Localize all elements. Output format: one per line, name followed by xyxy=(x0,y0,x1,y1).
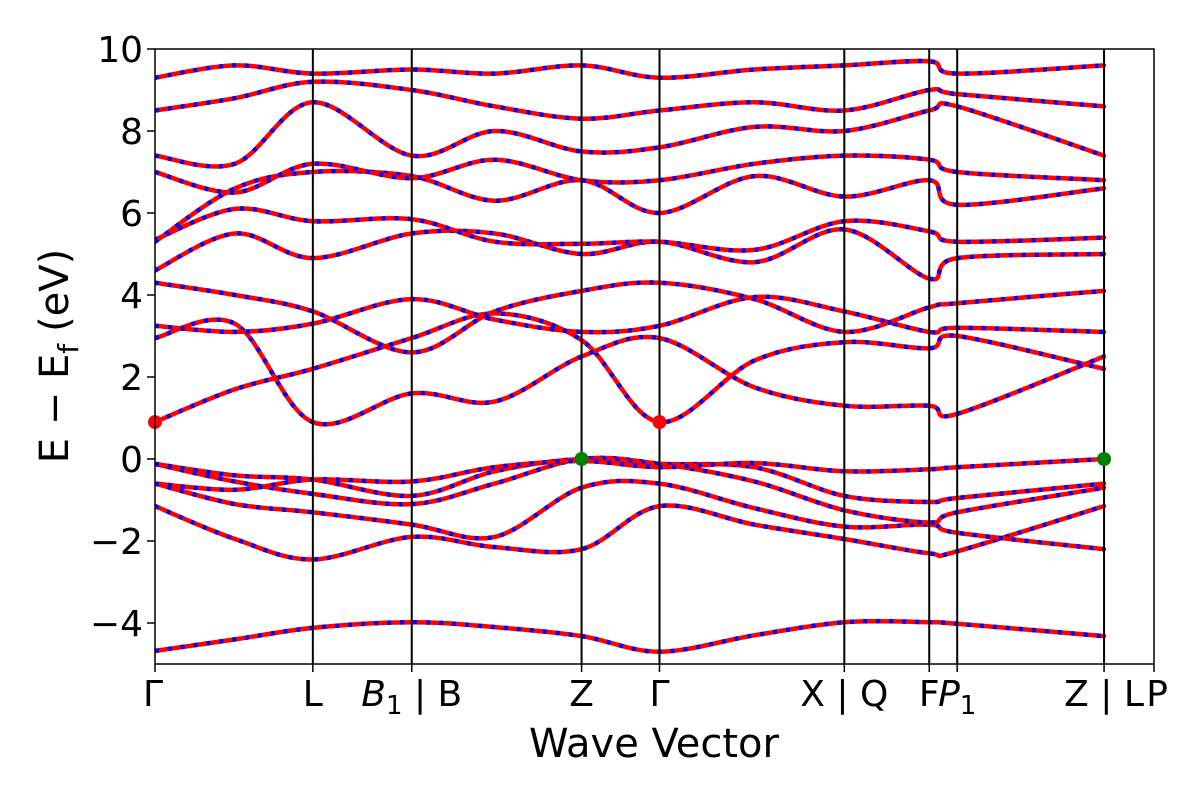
plot-frame xyxy=(154,48,1155,665)
band-overlay-7 xyxy=(155,317,1105,427)
x-tick-label-9: P xyxy=(1146,674,1168,715)
y-axis-title-main: E − E xyxy=(32,354,78,464)
high-symmetry-lines xyxy=(311,49,1106,664)
y-tick-label-3: 2 xyxy=(120,358,143,399)
band-overlay-13 xyxy=(155,153,1105,195)
vbm-marker-2 xyxy=(574,452,589,466)
x-tick-label-5: X | Q xyxy=(800,674,888,715)
y-tick-label-6: 8 xyxy=(120,112,143,153)
extrema-markers xyxy=(148,415,1112,466)
y-tick-label-4: 4 xyxy=(120,276,143,317)
x-tick-label-3: Z xyxy=(569,674,594,715)
y-tick-label-5: 6 xyxy=(120,194,143,235)
cbm-marker-1 xyxy=(652,415,667,430)
y-axis-title-subscript: f xyxy=(52,343,85,354)
y-axis-title-unit: (eV) xyxy=(32,249,78,332)
y-tick-label-2: 0 xyxy=(120,440,143,481)
band-overlay-2 xyxy=(155,478,1105,552)
band-overlay-9 xyxy=(155,280,1105,355)
x-axis-title: Wave Vector xyxy=(529,721,780,767)
x-tick-label-8: Z | L xyxy=(1064,674,1144,715)
band-overlay-14 xyxy=(155,100,1105,169)
band-overlay-11 xyxy=(155,206,1105,253)
x-tick-label-4: Γ xyxy=(649,674,669,715)
x-tick-label-6: F xyxy=(919,674,940,715)
y-axis: −4 −2 0 2 4 6 8 10 xyxy=(90,30,155,645)
x-tick-label-2: B1 | B xyxy=(361,674,462,721)
y-tick-label-7: 10 xyxy=(97,30,143,71)
band-overlay-15 xyxy=(155,79,1105,121)
y-tick-label-0: −4 xyxy=(90,604,143,645)
x-tick-label-0: Γ xyxy=(143,674,163,715)
x-tick-label-1: L xyxy=(303,674,323,715)
y-tick-label-1: −2 xyxy=(90,522,143,563)
vbm-marker-3 xyxy=(1097,452,1112,466)
y-axis-title: E − Ef (eV) xyxy=(32,249,85,464)
x-tick-label-7: P1 xyxy=(938,674,976,721)
band-line-1 xyxy=(155,503,1107,562)
